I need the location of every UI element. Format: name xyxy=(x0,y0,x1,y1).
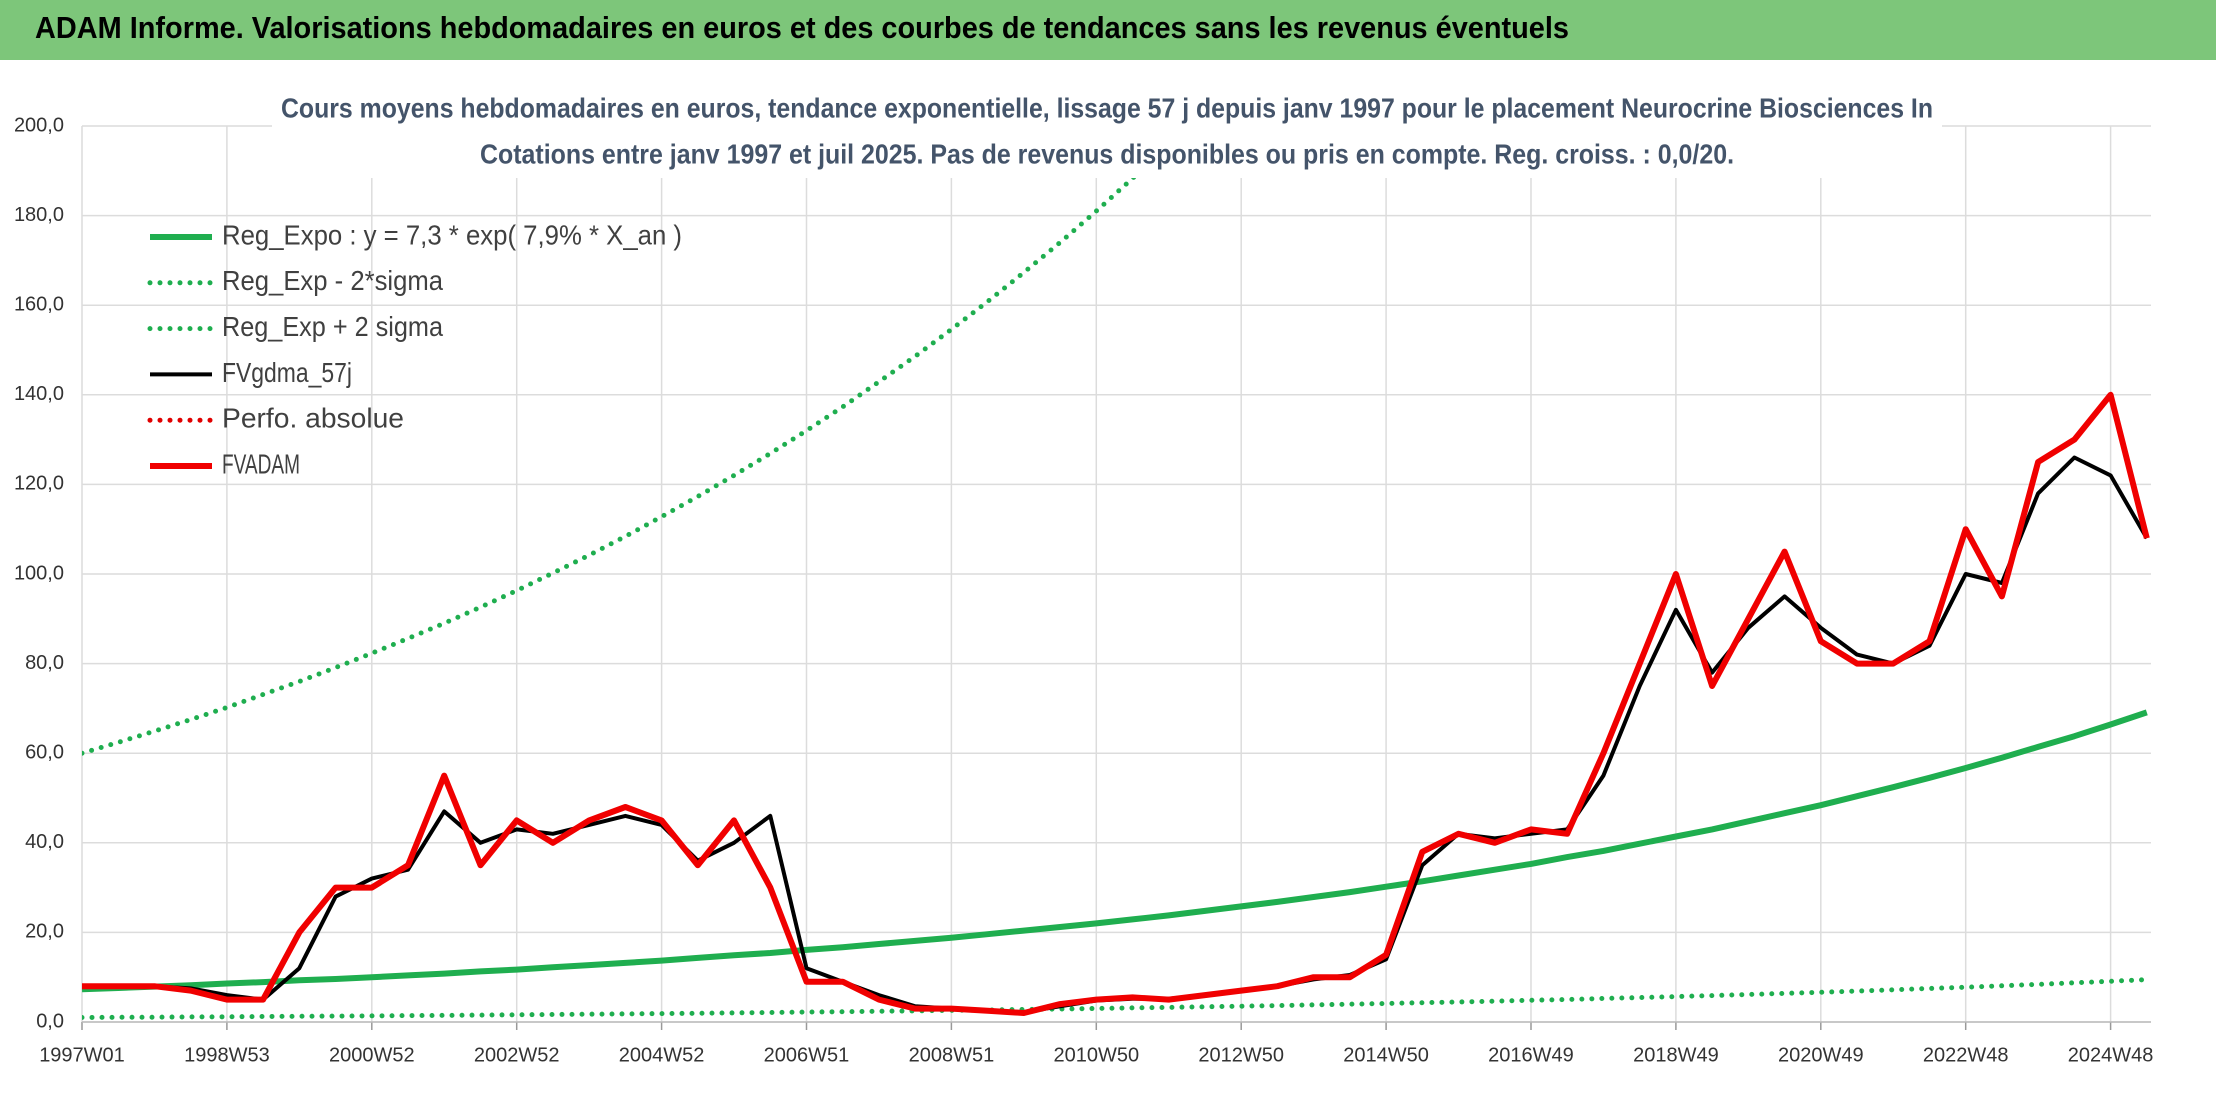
legend-label: FVADAM xyxy=(222,448,300,479)
x-tick-label: 2022W48 xyxy=(1923,1044,2009,1066)
series-line xyxy=(82,977,2150,1020)
series-line xyxy=(82,709,2148,993)
x-tick-label: 2016W49 xyxy=(1488,1044,1574,1066)
x-tick-label: 2020W49 xyxy=(1778,1044,1864,1066)
y-tick-label: 20,0 xyxy=(25,921,64,943)
chart-title: Cours moyens hebdomadaires en euros, ten… xyxy=(281,92,1933,123)
x-tick-label: 2018W49 xyxy=(1633,1044,1719,1066)
x-tick-label: 1998W53 xyxy=(184,1044,270,1066)
legend-label: Reg_Exp - 2*sigma xyxy=(222,265,443,296)
y-tick-label: 180,0 xyxy=(14,204,64,226)
plot-lines xyxy=(82,124,2150,1020)
x-tick-label: 2024W48 xyxy=(2068,1044,2154,1066)
legend-label: Reg_Exp + 2 sigma xyxy=(222,311,443,342)
y-tick-label: 140,0 xyxy=(14,383,64,405)
legend-label: FVgdma_57j xyxy=(222,357,352,388)
series-line xyxy=(82,391,2150,1016)
legend-label: Reg_Expo : y = 7,3 * exp( 7,9% * X_an ) xyxy=(222,219,682,250)
x-tick-label: 2012W50 xyxy=(1198,1044,1284,1066)
x-tick-label: 2008W51 xyxy=(909,1044,995,1066)
title-box xyxy=(272,88,1942,178)
y-tick-label: 80,0 xyxy=(25,652,64,674)
y-tick-label: 0,0 xyxy=(36,1010,64,1032)
header-title: ADAM Informe. Valorisations hebdomadaire… xyxy=(35,10,1569,45)
x-tick-label: 2010W50 xyxy=(1053,1044,1139,1066)
x-tick-label: 2014W50 xyxy=(1343,1044,1429,1066)
y-tick-label: 60,0 xyxy=(25,741,64,763)
x-tick-label: 2004W52 xyxy=(619,1044,705,1066)
chart-subtitle: Cotations entre janv 1997 et juil 2025. … xyxy=(480,138,1734,169)
y-tick-label: 200,0 xyxy=(14,114,64,136)
x-tick-label: 2000W52 xyxy=(329,1044,415,1066)
legend-label: Perfo. absolue xyxy=(222,403,404,434)
header-bar xyxy=(0,0,2216,60)
x-tick-label: 1997W01 xyxy=(39,1044,125,1066)
y-tick-label: 40,0 xyxy=(25,831,64,853)
y-tick-label: 120,0 xyxy=(14,473,64,495)
x-tick-label: 2002W52 xyxy=(474,1044,560,1066)
y-tick-label: 160,0 xyxy=(14,293,64,315)
x-tick-label: 2006W51 xyxy=(764,1044,850,1066)
y-tick-label: 100,0 xyxy=(14,562,64,584)
